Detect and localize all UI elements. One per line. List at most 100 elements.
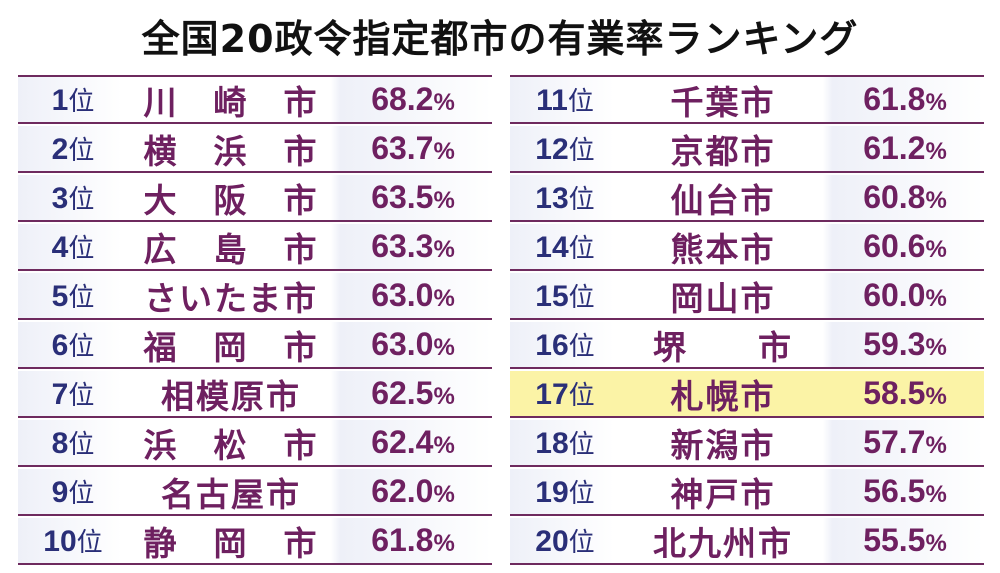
rank-unit: 位 (68, 429, 95, 459)
rate-unit: % (925, 187, 947, 214)
rank-number: 5 (51, 280, 69, 313)
ranking-row: 7位 相模原市 62.5% (18, 371, 492, 418)
rank-cell: 5位 (18, 277, 128, 314)
rate-value: 57.7 (863, 424, 926, 460)
rate-cell: 61.8% (334, 522, 492, 559)
rate-cell: 63.0% (334, 326, 492, 363)
rate-cell: 60.6% (826, 228, 984, 265)
rate-cell: 56.5% (826, 473, 984, 510)
rate-cell: 63.0% (334, 277, 492, 314)
city-name: 熊本市 (670, 229, 776, 269)
rate-cell: 63.7% (334, 130, 492, 167)
rank-unit: 位 (568, 282, 595, 312)
ranking-row: 12位 京都市 61.2% (510, 126, 984, 173)
city-name: 相模原市 (161, 376, 301, 416)
city-name: 岡山市 (670, 278, 776, 318)
rate-cell: 63.3% (334, 228, 492, 265)
city-name: 京都市 (670, 131, 776, 171)
rank-cell: 9位 (18, 473, 128, 510)
rate-unit: % (433, 432, 455, 459)
rate-value: 63.3 (371, 228, 434, 264)
rank-cell: 14位 (510, 228, 620, 265)
rank-cell: 2位 (18, 130, 128, 167)
rate-value: 58.5 (863, 375, 926, 411)
rank-cell: 1位 (18, 81, 128, 118)
rank-number: 2 (51, 133, 69, 166)
rank-cell: 7位 (18, 375, 128, 412)
rate-cell: 62.4% (334, 424, 492, 461)
city-name: 大 阪 市 (143, 180, 319, 220)
rate-unit: % (433, 89, 455, 116)
rate-value: 61.2 (863, 130, 926, 166)
rank-unit: 位 (568, 135, 595, 165)
rank-number: 10 (43, 525, 77, 558)
rank-cell: 17位 (510, 375, 620, 412)
rank-number: 4 (51, 231, 69, 264)
rank-unit: 位 (568, 380, 595, 410)
city-name: 新潟市 (670, 425, 776, 465)
rank-unit: 位 (568, 429, 595, 459)
rate-cell: 57.7% (826, 424, 984, 461)
rank-number: 9 (51, 476, 69, 509)
rate-unit: % (925, 481, 947, 508)
ranking-row: 18位 新潟市 57.7% (510, 420, 984, 467)
city-name: 千葉市 (670, 82, 776, 122)
city-name: 横 浜 市 (143, 131, 319, 171)
ranking-row: 5位 さいたま市 63.0% (18, 273, 492, 320)
rank-number: 13 (535, 182, 569, 215)
ranking-table-left: 1位川 崎 市 68.2% 2位横 浜 市 63.7% 3位大 阪 市 63.5% 4位広 … (18, 75, 492, 567)
rate-value: 63.5 (371, 179, 434, 215)
rate-unit: % (433, 530, 455, 557)
rank-unit: 位 (76, 527, 103, 557)
rank-number: 14 (535, 231, 569, 264)
rank-unit: 位 (568, 184, 595, 214)
rate-unit: % (925, 285, 947, 312)
ranking-row: 2位横 浜 市 63.7% (18, 126, 492, 173)
ranking-row: 13位 仙台市 60.8% (510, 175, 984, 222)
city-name: 名古屋市 (161, 474, 301, 514)
ranking-row: 4位広 島 市 63.3% (18, 224, 492, 271)
rate-value: 61.8 (371, 522, 434, 558)
rank-number: 16 (535, 329, 569, 362)
rate-value: 68.2 (371, 81, 434, 117)
rank-cell: 18位 (510, 424, 620, 461)
rank-number: 8 (51, 427, 69, 460)
ranking-row-highlighted: 17位 札幌市 58.5% (510, 371, 984, 418)
page-title: 全国20政令指定都市の有業率ランキング (141, 17, 859, 61)
rank-unit: 位 (68, 478, 95, 508)
rate-cell: 62.5% (334, 375, 492, 412)
rate-value: 63.7 (371, 130, 434, 166)
rank-unit: 位 (68, 184, 95, 214)
rank-cell: 20位 (510, 522, 620, 559)
city-name: 堺 市 (653, 327, 793, 367)
rank-number: 12 (535, 133, 569, 166)
rank-unit: 位 (68, 380, 95, 410)
ranking-row: 9位 名古屋市 62.0% (18, 469, 492, 516)
city-name: さいたま市 (143, 278, 318, 318)
rank-cell: 8位 (18, 424, 128, 461)
ranking-row: 19位 神戸市 56.5% (510, 469, 984, 516)
rank-cell: 6位 (18, 326, 128, 363)
city-name: 浜 松 市 (143, 425, 319, 465)
rank-number: 20 (535, 525, 569, 558)
ranking-row: 3位大 阪 市 63.5% (18, 175, 492, 222)
city-name: 神戸市 (670, 474, 776, 514)
rate-cell: 68.2% (334, 81, 492, 118)
rank-cell: 10位 (18, 522, 128, 559)
ranking-row: 20位 北九州市 55.5% (510, 518, 984, 565)
ranking-row: 10位静 岡 市 61.8% (18, 518, 492, 565)
rank-number: 3 (51, 182, 69, 215)
rank-number: 6 (51, 329, 69, 362)
rate-value: 62.5 (371, 375, 434, 411)
rank-unit: 位 (68, 331, 95, 361)
rate-value: 60.6 (863, 228, 926, 264)
rate-unit: % (925, 236, 947, 263)
rank-cell: 16位 (510, 326, 620, 363)
city-name: 広 島 市 (143, 229, 319, 269)
rate-value: 55.5 (863, 522, 926, 558)
rank-number: 11 (536, 84, 568, 117)
rank-number: 15 (535, 280, 569, 313)
rate-value: 61.8 (863, 81, 926, 117)
city-name: 仙台市 (670, 180, 776, 220)
rank-cell: 4位 (18, 228, 128, 265)
